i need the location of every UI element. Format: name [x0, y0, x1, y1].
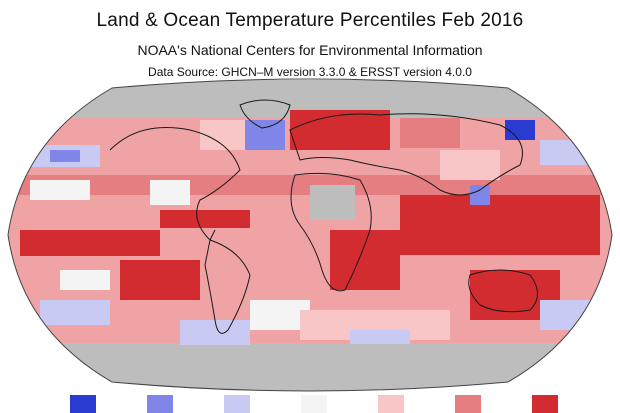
- australia-coast: [468, 269, 538, 313]
- cool-east-asia: [505, 120, 535, 140]
- legend-swatch-record-warmest: [532, 395, 558, 413]
- eurasia-coast: [289, 113, 523, 196]
- subtitle: NOAA's National Centers for Environmenta…: [137, 42, 483, 58]
- legend-swatch-record-coldest: [70, 395, 96, 413]
- below-normal-patch: [350, 330, 410, 344]
- below-normal-patch: [540, 140, 600, 165]
- below-normal-patch: [540, 300, 600, 330]
- globe-outline: [7, 78, 613, 392]
- warm-africa-south: [330, 230, 400, 290]
- above-normal-patch: [440, 150, 500, 180]
- antarctic-no-data: [8, 343, 612, 391]
- africa-coast: [290, 172, 372, 292]
- data-source-note: Data Source: GHCN–M version 3.3.0 & ERSS…: [148, 65, 472, 79]
- near-normal-patch: [30, 180, 90, 200]
- legend-swatch-near-average: [301, 395, 327, 413]
- legend-swatch-much-warmer: [455, 395, 481, 413]
- below-normal-patch: [50, 150, 80, 162]
- page-title: Land & Ocean Temperature Percentiles Feb…: [96, 10, 524, 31]
- sahara-no-data: [310, 185, 355, 220]
- legend-swatch-cooler: [224, 395, 250, 413]
- legend-swatch-warmer: [378, 395, 404, 413]
- south-america-coast: [204, 239, 251, 334]
- coastlines: [109, 99, 538, 334]
- warm-indo-pacific: [400, 195, 600, 255]
- cool-north-atlantic: [245, 120, 285, 150]
- legend-swatch-much-cooler: [147, 395, 173, 413]
- warm-pacific-band: [20, 230, 160, 256]
- warm-patch: [160, 210, 250, 228]
- north-america-coast: [109, 127, 241, 241]
- warm-patch: [120, 260, 200, 300]
- cool-south-pacific: [40, 300, 110, 325]
- greenland-coast: [239, 99, 291, 129]
- below-normal-patch: [180, 320, 250, 345]
- near-normal-patch: [60, 270, 110, 290]
- near-normal-patch: [150, 180, 190, 205]
- warm-europe: [290, 110, 390, 150]
- band-warm: [400, 118, 460, 148]
- below-normal-patch: [470, 185, 490, 205]
